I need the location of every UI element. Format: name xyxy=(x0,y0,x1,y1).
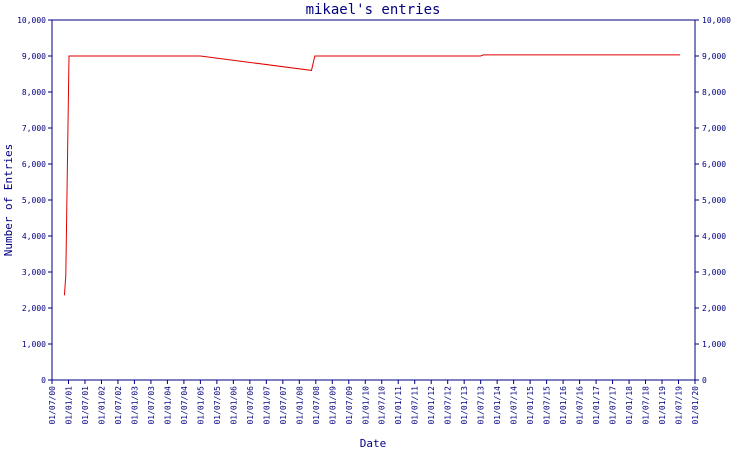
x-tick-label: 01/07/03 xyxy=(147,386,156,425)
x-tick-label: 01/07/17 xyxy=(609,386,618,425)
x-tick-label: 01/07/04 xyxy=(180,386,189,425)
x-tick-label: 01/07/15 xyxy=(543,386,552,425)
x-tick-label: 01/01/01 xyxy=(64,386,73,425)
y-tick-label-left: 2,000 xyxy=(22,304,46,313)
y-tick-label-right: 3,000 xyxy=(702,268,726,277)
x-tick-label: 01/07/14 xyxy=(510,386,519,425)
y-tick-label-left: 5,000 xyxy=(22,196,46,205)
x-tick-label: 01/07/11 xyxy=(411,386,420,425)
y-axis-left: 0 1,000 2,000 3,000 4,000 5,000 6,000 7,000 8,00… xyxy=(17,16,52,385)
y-tick-label-right: 9,000 xyxy=(702,52,726,61)
x-tick-label: 01/07/16 xyxy=(576,386,585,425)
series-line xyxy=(63,54,681,296)
x-tick-label: 01/07/06 xyxy=(246,386,255,425)
x-axis-label: Date xyxy=(360,437,387,450)
plot-frame xyxy=(51,19,696,381)
x-tick-label: 01/01/05 xyxy=(196,386,205,425)
x-tick-label: 01/07/19 xyxy=(675,386,684,425)
y-tick-label-right: 2,000 xyxy=(702,304,726,313)
x-tick-label: 01/07/00 xyxy=(48,386,57,425)
x-tick-label: 01/01/03 xyxy=(130,386,139,425)
y-tick-label-right: 8,000 xyxy=(702,88,726,97)
y-tick-label-right: 10,000 xyxy=(702,16,731,25)
x-tick-label: 01/01/09 xyxy=(328,386,337,425)
x-tick-label: 01/01/06 xyxy=(229,386,238,425)
y-tick-label-left: 0 xyxy=(41,376,46,385)
y-tick-label-left: 6,000 xyxy=(22,160,46,169)
y-tick-label-left: 7,000 xyxy=(22,124,46,133)
y-tick-label-left: 4,000 xyxy=(22,232,46,241)
x-tick-label: 01/01/10 xyxy=(361,386,370,425)
x-axis: 01/07/00 01/01/01 01/07/01 01/01/02 01/07/02… xyxy=(48,380,700,425)
x-tick-label: 01/01/02 xyxy=(97,386,106,425)
x-tick-label: 01/07/05 xyxy=(213,386,222,425)
x-tick-label: 01/01/13 xyxy=(460,386,469,425)
x-tick-label: 01/01/17 xyxy=(592,386,601,425)
x-tick-label: 01/01/16 xyxy=(559,386,568,425)
x-tick-label: 01/01/04 xyxy=(163,386,172,425)
series-group xyxy=(63,54,681,296)
y-tick-label-left: 9,000 xyxy=(22,52,46,61)
x-tick-label: 01/07/10 xyxy=(378,386,387,425)
x-tick-label: 01/07/18 xyxy=(642,386,651,425)
x-tick-label: 01/07/02 xyxy=(114,386,123,425)
y-tick-label-right: 0 xyxy=(702,376,707,385)
chart-title: mikael's entries xyxy=(306,2,441,18)
y-tick-label-right: 6,000 xyxy=(702,160,726,169)
x-tick-label: 01/01/08 xyxy=(295,386,304,425)
x-tick-label: 01/01/07 xyxy=(262,386,271,425)
y-tick-label-left: 1,000 xyxy=(22,340,46,349)
x-tick-label: 01/07/13 xyxy=(477,386,486,425)
x-tick-label: 01/01/15 xyxy=(526,386,535,425)
y-tick-label-right: 1,000 xyxy=(702,340,726,349)
y-tick-label-left: 8,000 xyxy=(22,88,46,97)
x-tick-label: 01/07/09 xyxy=(345,386,354,425)
y-axis-right: 0 1,000 2,000 3,000 4,000 5,000 6,000 7,000 8,00… xyxy=(695,16,731,385)
x-tick-label: 01/01/18 xyxy=(625,386,634,425)
y-tick-label-left: 3,000 xyxy=(22,268,46,277)
x-tick-label: 01/01/20 xyxy=(691,386,700,425)
x-tick-label: 01/07/07 xyxy=(279,386,288,425)
y-tick-label-right: 5,000 xyxy=(702,196,726,205)
x-tick-label: 01/07/12 xyxy=(444,386,453,425)
y-axis-label: Number of Entries xyxy=(2,144,15,257)
x-tick-label: 01/07/08 xyxy=(312,386,321,425)
x-tick-label: 01/01/14 xyxy=(493,386,502,425)
x-tick-label: 01/01/12 xyxy=(427,386,436,425)
x-tick-label: 01/07/01 xyxy=(81,386,90,425)
x-tick-label: 01/01/19 xyxy=(658,386,667,425)
y-tick-label-left: 10,000 xyxy=(17,16,46,25)
y-tick-label-right: 4,000 xyxy=(702,232,726,241)
y-tick-label-right: 7,000 xyxy=(702,124,726,133)
x-tick-label: 01/01/11 xyxy=(394,386,403,425)
